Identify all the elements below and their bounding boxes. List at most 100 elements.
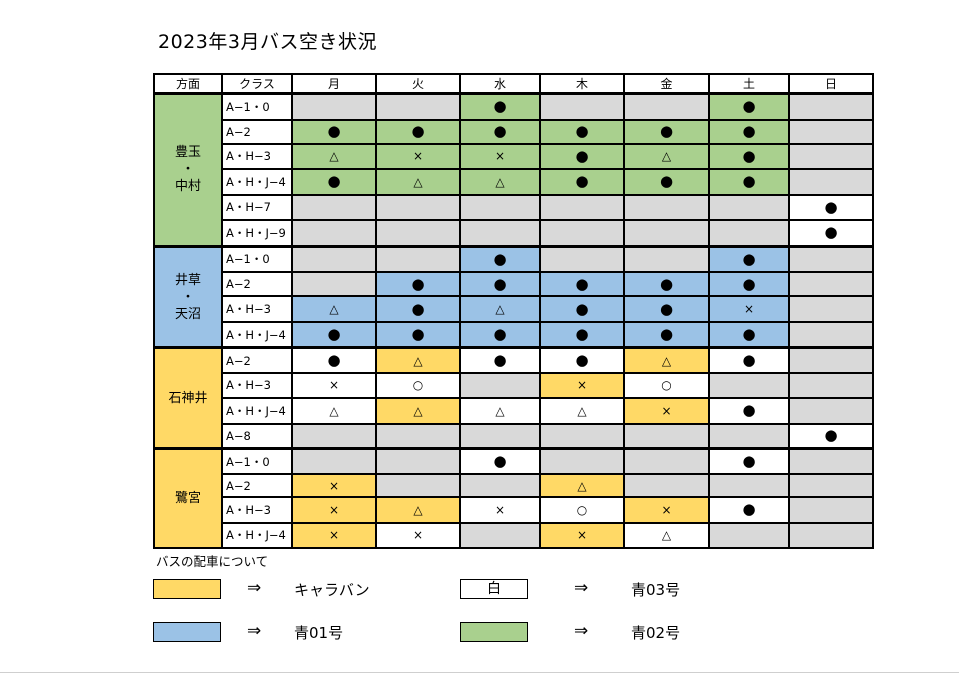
availability-cell: ● [291,346,377,374]
availability-mark: × [328,528,340,543]
availability-mark: ● [742,351,756,370]
table-row: A−2 ● ● ● ● ● ● [154,118,874,145]
class-label: A・H・J−4 [221,521,293,550]
availability-cell [623,447,710,476]
availability-cell: ● [459,245,541,274]
availability-cell [459,193,541,222]
availability-cell: ● [708,346,790,374]
availability-mark: ● [411,325,425,344]
availability-cell [539,447,625,476]
availability-mark: × [743,302,755,317]
availability-cell [459,473,541,499]
availability-mark: ● [824,223,838,242]
availability-cell: △ [375,397,461,425]
legend-arrow-icon: ⇒ [247,578,262,598]
direction-label: ・ [181,162,195,178]
table-row: 鷺宮 A−1・0 ● ● [153,447,874,549]
table-row: A・H・J−4 ● △ △ ● ● ● [154,168,874,196]
direction-cell: 井草・天沼 [153,245,223,349]
availability-cell: △ [291,295,377,323]
direction-group: 井草・天沼 A−1・0 ● ● A−2 ● ● ● ● ● A・H−3 △ ● △ ● ● × A・H・J−4 ● ●… [153,245,874,349]
availability-mark: △ [413,403,423,418]
class-label: A・H−3 [221,496,293,524]
availability-cell: △ [459,168,541,196]
availability-mark: ● [575,274,589,293]
availability-cell [539,193,625,222]
availability-cell: × [291,473,377,499]
class-label: A・H・J−4 [221,397,293,425]
availability-mark: ● [742,97,756,116]
availability-mark: ● [742,122,756,141]
availability-mark: ● [659,122,674,141]
availability-mark: △ [661,149,672,164]
availability-mark: ● [659,325,674,344]
table-row: A−2 × △ [154,473,874,499]
availability-cell [291,422,377,450]
header-class: クラス [221,73,293,95]
availability-cell: △ [375,346,461,374]
availability-cell [788,245,874,274]
availability-mark: ● [659,172,674,191]
class-label: A・H−3 [221,142,293,171]
availability-cell: ● [623,271,710,298]
availability-cell [291,92,377,121]
table-row: A・H−3 × △ × ○ × ● [154,496,874,524]
availability-cell: ● [375,271,461,298]
availability-mark: × [576,528,588,543]
availability-mark: ● [742,146,756,165]
availability-mark: ● [742,172,756,191]
availability-mark: ○ [661,378,672,393]
availability-mark: ● [493,452,507,471]
availability-cell: ● [708,245,790,274]
availability-mark: △ [661,353,672,368]
availability-cell [291,218,377,248]
availability-mark: ● [411,122,425,141]
class-label: A−8 [221,422,293,450]
availability-cell [788,346,874,374]
class-label: A・H−3 [221,371,293,400]
availability-cell [623,473,710,499]
schedule-table: 方面 クラス 月 火 水 木 金 土 日 豊玉・中村 A−1・0 ● ● A−2 ● ● ● ●… [153,73,874,550]
availability-mark: △ [661,528,672,543]
availability-mark: △ [413,353,423,368]
availability-cell: ● [539,168,625,196]
availability-cell: ● [623,118,710,145]
availability-mark: ● [327,122,341,141]
direction-cell: 石神井 [153,346,223,450]
availability-mark: △ [577,478,587,493]
availability-mark: ● [575,351,589,370]
table-row: A・H・J−4 ● ● ● ● ● ● [154,320,874,349]
availability-mark: ● [742,500,756,519]
availability-cell: ● [708,397,790,425]
availability-cell: ● [459,271,541,298]
availability-cell: △ [459,295,541,323]
header-day-sat: 土 [708,73,790,95]
availability-cell [291,271,377,298]
availability-mark: × [661,502,672,517]
availability-mark: △ [329,403,339,418]
availability-cell [623,218,710,248]
availability-cell [788,168,874,196]
table-row: 井草・天沼 A−1・0 ● ● [153,245,874,349]
availability-cell: △ [375,496,461,524]
direction-cell: 豊玉・中村 [153,92,223,248]
table-row: A・H・J−4 × × × △ [154,521,874,550]
legend-arrow-icon: ⇒ [247,621,262,641]
class-label: A−2 [221,473,293,499]
availability-cell: ○ [539,496,625,524]
availability-cell: × [375,142,461,171]
availability-cell: ● [788,422,874,450]
availability-cell: △ [291,142,377,171]
table-row: 豊玉・中村 A−1・0 ● ● [153,92,874,248]
availability-cell: × [623,496,710,524]
availability-cell [459,521,541,550]
availability-cell: △ [623,521,710,550]
class-label: A・H−3 [221,295,293,323]
table-row: A・H・J−4 △ △ △ △ × ● [154,397,874,425]
availability-cell: ● [375,295,461,323]
availability-cell: ● [708,142,790,171]
availability-mark: × [661,403,672,418]
header-day-wed: 水 [459,73,541,95]
availability-cell: × [459,142,541,171]
class-label: A−2 [221,346,293,374]
